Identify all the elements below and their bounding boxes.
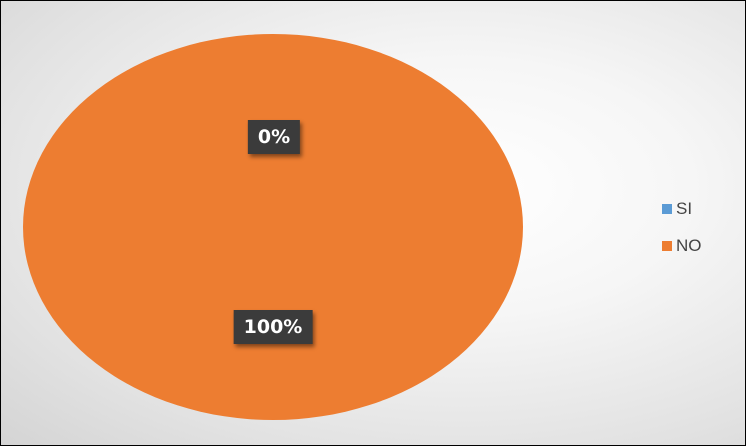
- legend-item-si: SI: [662, 199, 702, 219]
- data-label-si: 0%: [247, 120, 301, 154]
- legend-swatch: [662, 241, 672, 251]
- pie-slice-no: [23, 34, 523, 420]
- legend-item-no: NO: [662, 236, 702, 256]
- pie-slices: [23, 34, 523, 420]
- data-label-no: 100%: [233, 310, 313, 344]
- chart-legend: SI NO: [662, 199, 702, 273]
- legend-label: SI: [676, 199, 693, 218]
- legend-swatch: [662, 204, 672, 214]
- legend-label: NO: [676, 236, 702, 255]
